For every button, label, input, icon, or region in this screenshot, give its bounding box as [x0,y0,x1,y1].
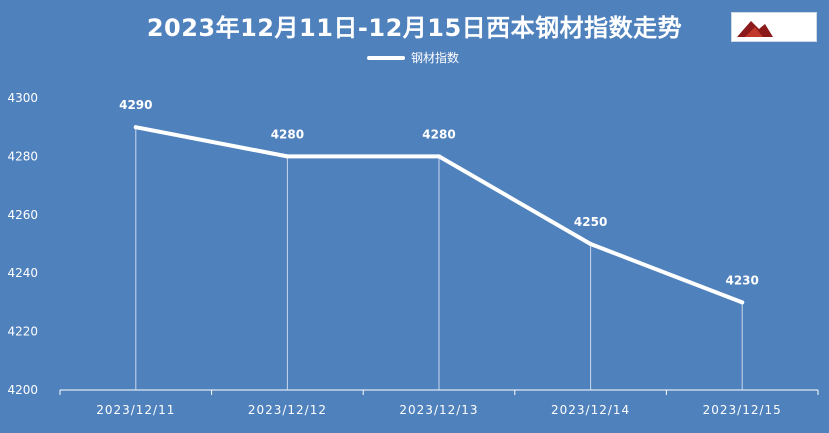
data-point [437,154,441,159]
legend-label: 钢材指数 [411,51,460,65]
logo-mountain-icon [737,21,773,37]
legend-swatch [367,55,405,60]
x-tick-label: 2023/12/13 [399,403,478,417]
data-label: 4280 [271,127,304,141]
x-tick-label: 2023/12/14 [551,403,630,417]
x-tick-label: 2023/12/12 [248,403,327,417]
data-label: 4280 [422,127,455,141]
y-tick-label: 4280 [7,149,38,163]
legend: 钢材指数 [367,49,459,66]
x-tick-label: 2023/12/11 [96,403,175,417]
y-tick-label: 4220 [7,325,38,339]
y-tick-label: 4200 [7,383,38,397]
y-tick-label: 4300 [7,91,38,105]
x-tick-label: 2023/12/15 [703,403,782,417]
data-point [133,125,138,130]
data-label: 4290 [119,98,152,112]
chart-title: 2023年12月11日-12月15日西本钢材指数走势 [146,14,683,42]
data-point [588,242,593,246]
data-label: 4250 [574,215,607,229]
y-tick-label: 4260 [7,208,38,222]
y-tick-label: 4240 [7,266,38,280]
data-point [740,300,745,305]
brand-logo [731,12,817,42]
data-point [285,154,290,159]
data-label: 4230 [725,273,758,287]
